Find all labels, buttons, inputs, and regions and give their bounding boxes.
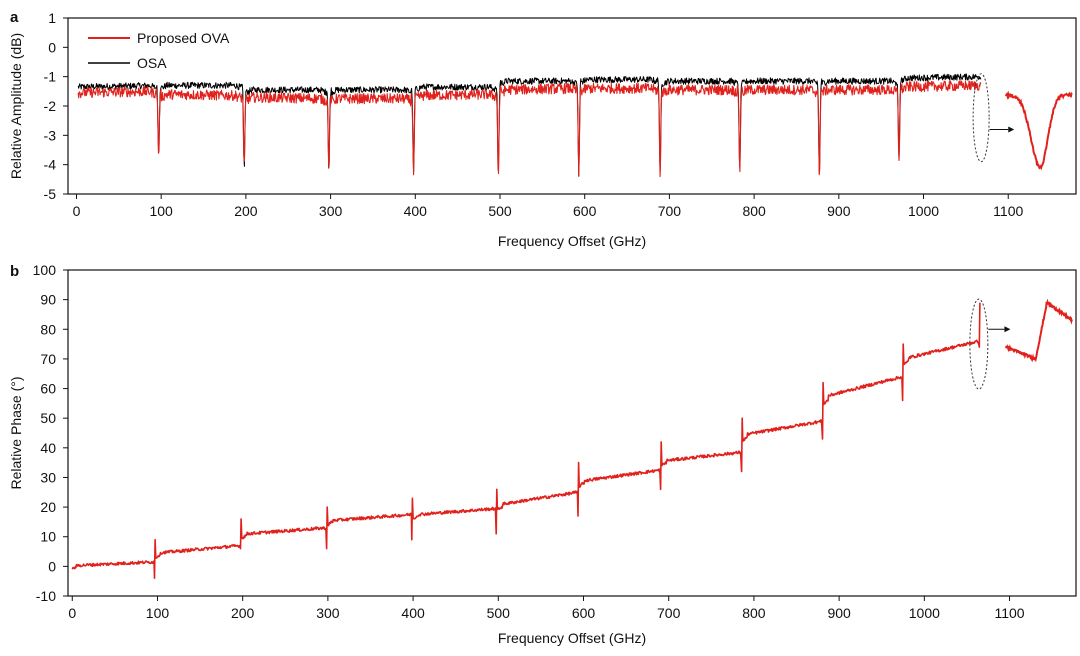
panel-a-series-line-osa: [77, 73, 982, 177]
panel-a-y-tick-label: 1: [48, 10, 56, 26]
panel-a-inset-curve: [1005, 90, 1073, 171]
panel-a-y-tick-label: -4: [44, 157, 57, 173]
panel-a-x-tick-label: 400: [404, 203, 428, 219]
panel-b-x-tick-label: 700: [657, 605, 681, 621]
panel-b-x-axis-title: Frequency Offset (GHz): [498, 630, 646, 646]
panel-b-y-tick-label: 80: [40, 321, 56, 337]
panel-a-x-tick-label: 1100: [993, 203, 1023, 219]
panel-a-y-tick-label: 0: [48, 39, 56, 55]
panel-b-x-tick-label: 0: [68, 605, 76, 621]
panel-b-zoom-arrowhead: [1004, 326, 1011, 333]
panel-b-y-tick-label: 40: [40, 440, 56, 456]
panel-a-y-tick-label: -1: [44, 69, 57, 85]
panel-b-tick-labels: 0 100 200 300 400 500 600 700 800 900 1000 1100 -10 0…: [33, 262, 1025, 621]
panel-b-ova-line: [71, 302, 981, 580]
panel-b-y-tick-label: 90: [40, 292, 56, 308]
panel-b-y-tick-label: 60: [40, 381, 56, 397]
panel-b-inset-curve: [1005, 298, 1073, 363]
panel-b-x-tick-label: 900: [827, 605, 851, 621]
legend-osa-label: OSA: [137, 55, 167, 71]
panel-a-inset-zoom: [972, 73, 1073, 171]
panel-a-y-tick-label: -3: [44, 127, 57, 143]
panel-a-x-tick-label: 500: [488, 203, 512, 219]
panel-b-y-tick-label: -10: [36, 588, 56, 604]
panel-a-x-tick-label: 300: [319, 203, 343, 219]
panel-a-legend: Proposed OVA OSA: [88, 30, 230, 71]
panel-b-zoom-ellipse: [969, 298, 989, 390]
panel-b-ova-series: [71, 302, 981, 580]
panel-b-x-tick-label: 600: [572, 605, 596, 621]
panel-b-y-tick-label: 10: [40, 529, 56, 545]
panel-b-letter: b: [10, 263, 19, 280]
panel-a-ova-series: [77, 80, 982, 178]
panel-a-y-axis-title: Relative Amplitude (dB): [8, 33, 24, 179]
panel-b-y-tick-label: 0: [48, 558, 56, 574]
panel-a-zoom-ellipse: [972, 73, 990, 163]
panel-b-x-tick-label: 400: [401, 605, 425, 621]
panel-b-phase-chart: b 0 100 200 300 400 500 600 700 800 900 1000 1100-1…: [8, 262, 1077, 646]
panel-b-x-tick-label: 200: [231, 605, 255, 621]
panel-a-y-tick-label: -2: [44, 98, 57, 114]
panel-a-x-tick-label: 700: [658, 203, 682, 219]
panel-a-ticks: [63, 17, 1009, 199]
panel-a-series-line-proposed-ova: [77, 80, 982, 178]
panel-b-y-tick-label: 100: [33, 262, 57, 278]
panel-b-inset-zoom: [969, 298, 1073, 390]
panel-a-x-tick-label: 900: [827, 203, 851, 219]
panel-a-x-tick-label: 0: [73, 203, 81, 219]
panel-a-letter: a: [10, 9, 19, 26]
panel-a-x-tick-label: 600: [573, 203, 597, 219]
panel-b-ticks: [63, 269, 1011, 601]
panel-b-plot-frame: [67, 269, 1077, 597]
panel-b-x-tick-label: 500: [487, 605, 511, 621]
panel-b-x-tick-label: 1000: [909, 605, 940, 621]
panel-a-zoom-arrowhead: [1008, 126, 1015, 133]
panel-b-y-tick-label: 30: [40, 469, 56, 485]
panel-b-x-tick-label: 100: [146, 605, 170, 621]
panel-a-x-tick-label: 200: [234, 203, 258, 219]
panel-b-y-tick-label: 70: [40, 351, 56, 367]
panel-a-amplitude-chart: a 0 100 200 300 400 500 600 700 800 900 1000 1100 -5…: [8, 9, 1077, 249]
panel-b-x-tick-label: 800: [742, 605, 766, 621]
panel-a-osa-series: [77, 73, 982, 177]
panel-a-tick-labels: 0 100 200 300 400 500 600 700 800 900 1000 1100 -5 -4…: [44, 10, 1024, 219]
panel-a-x-axis-title: Frequency Offset (GHz): [498, 233, 646, 249]
legend-ova-label: Proposed OVA: [137, 30, 230, 46]
panel-b-y-axis-title: Relative Phase (°): [8, 377, 24, 490]
panel-b-x-tick-label: 1100: [994, 605, 1024, 621]
panel-a-x-tick-label: 1000: [908, 203, 939, 219]
panel-b-y-tick-label: 20: [40, 499, 56, 515]
panel-a-x-tick-label: 800: [742, 203, 766, 219]
panel-a-y-tick-label: -5: [44, 186, 57, 202]
panel-b-y-tick-label: 50: [40, 410, 56, 426]
panel-b-x-tick-label: 300: [316, 605, 340, 621]
panel-a-x-tick-label: 100: [149, 203, 173, 219]
